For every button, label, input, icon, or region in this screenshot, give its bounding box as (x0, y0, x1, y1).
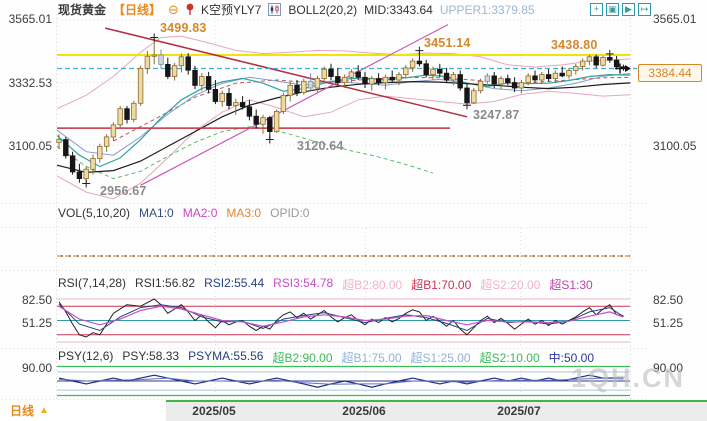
panel-layout-icon[interactable]: ▣ (606, 3, 619, 16)
rsi-header-item: RSI(7,14,28) (58, 276, 127, 290)
shift-right-icon[interactable]: ↦ (638, 3, 651, 16)
rsi-header-item: 超B1:70.00 (411, 278, 472, 292)
price-annotation: 3438.80 (551, 38, 598, 52)
crosshair-tool-icon[interactable]: + (590, 3, 603, 16)
timeline-date: 2025/05 (192, 404, 236, 418)
boll-mid-value: MID:3343.64 (364, 2, 433, 17)
series-psy (58, 374, 624, 388)
psy-axis-label: 90.00 (21, 361, 52, 375)
psy-header-item: PSY:58.33 (122, 349, 180, 363)
rsi-axis-label: 82.50 (653, 293, 684, 307)
series-rsi1 (58, 298, 624, 338)
triangle-up-icon: ▲ (39, 405, 49, 416)
period-label: 日线 (10, 404, 35, 418)
psy-panel-header: PSY(12,6) PSY:58.33 PSYMA:55.56 超B2:90.00 超B… (58, 349, 594, 366)
psy-axis-label: 90.00 (653, 361, 684, 375)
rsi-panel-header: RSI(7,14,28) RSI1:56.82 RSI2:55.44 RSI3:54.… (58, 276, 593, 293)
rsi-axis-label: 51.25 (21, 316, 52, 330)
psy-header-item: 超B1:75.00 (341, 351, 402, 365)
price-annotation: 3451.14 (424, 36, 471, 50)
series-boll-upper (56, 35, 631, 110)
period-selector[interactable]: 日线 ▲ (0, 400, 166, 421)
price-annotation: 3247.87 (473, 108, 520, 122)
rsi-header-item: 超S1:30 (549, 278, 593, 292)
rsi-header-item: RSI1:56.82 (135, 276, 196, 290)
timeline-date: 2025/06 (342, 404, 386, 418)
rsi-axis-label: 51.25 (653, 316, 684, 330)
rsi-header-item: 超S2:20.00 (480, 278, 541, 292)
chart-canvas[interactable] (0, 0, 707, 400)
psy-header-item: 中:50.00 (548, 351, 595, 365)
vol-header-item: OPID:0 (270, 206, 310, 220)
symbol-name[interactable]: 现货黄金 (58, 3, 107, 17)
price-annotation: 2956.67 (100, 184, 147, 198)
rsi-header-item: RSI2:55.44 (204, 276, 265, 290)
timeline-date: 2025/07 (497, 404, 541, 418)
boll-indicator-label[interactable]: BOLL2(20,2) (288, 2, 358, 17)
series-trendline-up-magenta (140, 24, 449, 186)
volume-panel-header: VOL(5,10,20) MA1:0 MA2:0 MA3:0 OPID:0 (58, 206, 309, 220)
period-tag[interactable]: 【日线】 (113, 3, 162, 17)
candlestick-chart-icon[interactable] (268, 3, 282, 16)
pin-icon[interactable] (186, 3, 194, 16)
overlay-indicator-label[interactable]: K空预YLY7 (200, 3, 262, 17)
vol-header-item: VOL(5,10,20) (58, 206, 131, 220)
price-annotation: 3120.64 (297, 139, 344, 153)
y-axis-label: 3100.05 (8, 139, 52, 153)
series-trendline-down-red (105, 27, 468, 118)
collapse-icon[interactable]: ⊖ (168, 2, 179, 17)
rsi-axis-label: 82.50 (21, 293, 52, 307)
price-annotation: 3499.83 (160, 21, 207, 35)
y-axis-label: 3100.05 (653, 139, 697, 153)
y-axis-label: 3332.53 (8, 76, 52, 90)
psy-header-item: 超S2:10.00 (479, 351, 540, 365)
watermark: 1QH.CN (571, 363, 686, 393)
vol-header-item: MA3:0 (226, 206, 262, 220)
vol-header-item: MA2:0 (182, 206, 218, 220)
series-rsi2 (58, 303, 624, 332)
chart-toolbar: + ▣ ▶ ↦ (590, 3, 651, 16)
y-axis-label: 3565.01 (8, 12, 52, 26)
play-forward-icon[interactable]: ▶ (622, 3, 635, 16)
chart-header: 现货黄金 【日线】 ⊖ K空预YLY7 BOLL2(20,2) MID:3343… (58, 1, 535, 18)
series-boll-lower (56, 90, 631, 200)
psy-header-item: PSY(12,6) (58, 349, 114, 363)
current-price-tag: 3384.44 (638, 64, 702, 82)
rsi-header-item: 超B2:80.00 (342, 278, 403, 292)
vol-header-item: MA1:0 (139, 206, 174, 220)
y-axis-label: 3565.01 (653, 12, 697, 26)
bottom-bar: 日线 ▲ 2025/05 2025/06 2025/07 (0, 400, 707, 421)
timeline-axis[interactable]: 2025/05 2025/06 2025/07 (166, 400, 707, 421)
series-psyma (58, 377, 624, 385)
psy-header-item: 超S1:25.00 (410, 351, 471, 365)
boll-upper-value: UPPER1:3379.85 (439, 2, 535, 17)
psy-header-item: 超B2:90.00 (272, 351, 333, 365)
rsi-header-item: RSI3:54.78 (273, 276, 334, 290)
psy-header-item: PSYMA:55.56 (188, 349, 264, 363)
series-rsi3 (58, 305, 624, 327)
